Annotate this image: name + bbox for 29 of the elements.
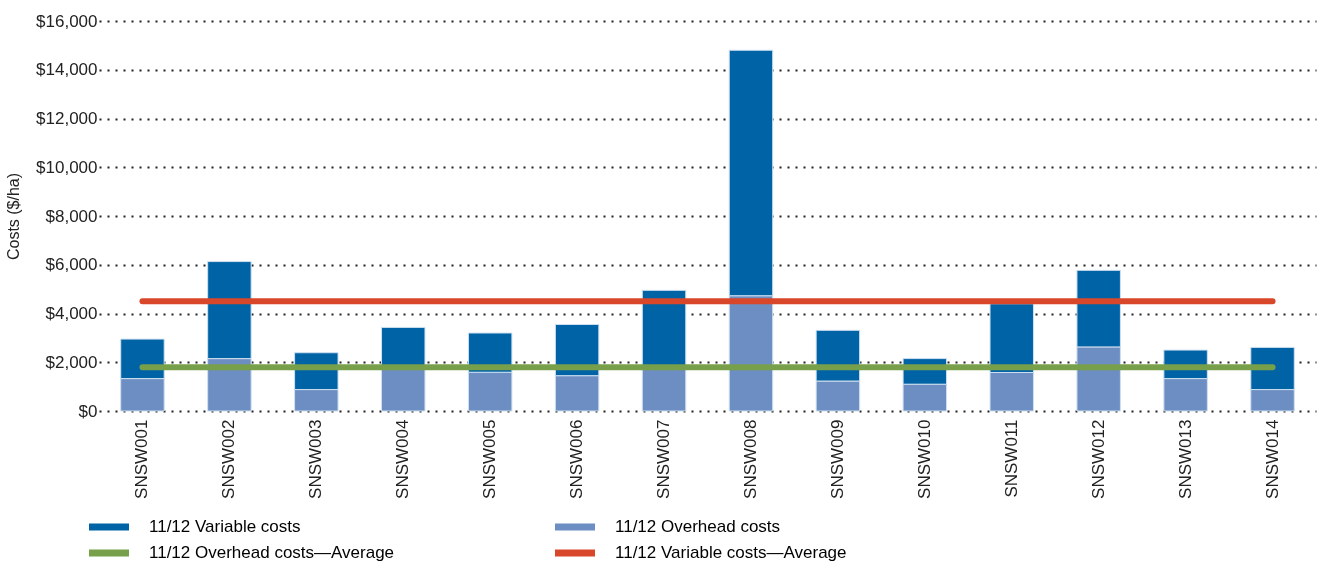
legend-label: 11/12 Variable costs — [149, 517, 301, 536]
x-tick-label: SNSW005 — [480, 419, 500, 499]
x-tick-label: SNSW001 — [132, 419, 152, 499]
y-tick-label: $0 — [78, 401, 98, 421]
x-tick-label: SNSW002 — [219, 419, 239, 499]
y-tick-label: $6,000 — [45, 255, 98, 275]
y-tick-label: $8,000 — [45, 206, 98, 226]
y-tick-label: $10,000 — [36, 157, 98, 177]
x-tick-label: SNSW006 — [567, 419, 587, 499]
x-tick-label: SNSW014 — [1262, 419, 1282, 499]
x-tick-label: SNSW009 — [827, 419, 847, 499]
legend-label: 11/12 Overhead costs—Average — [149, 543, 395, 562]
y-tick-label: $4,000 — [45, 304, 98, 323]
x-tick-label: SNSW004 — [393, 419, 413, 499]
y-tick-label: $12,000 — [36, 109, 98, 128]
legend-label: 11/12 Overhead costs — [615, 517, 781, 536]
bar — [381, 367, 426, 412]
y-tick-label: $14,000 — [36, 60, 98, 80]
x-tick-label: SNSW011 — [1001, 419, 1021, 498]
x-tick-label: SNSW010 — [914, 419, 934, 499]
y-tick-label: $16,000 — [36, 11, 98, 31]
x-tick-label: SNSW012 — [1088, 419, 1108, 499]
legend-label: 11/12 Variable costs—Average — [615, 543, 847, 562]
y-axis-title: Costs ($/ha) — [5, 172, 23, 261]
x-tick-label: SNSW003 — [306, 419, 326, 499]
x-tick-label: SNSW007 — [654, 419, 674, 499]
y-tick-label: $2,000 — [45, 352, 98, 372]
x-tick-label: SNSW013 — [1175, 419, 1195, 499]
x-tick-label: SNSW008 — [740, 419, 760, 499]
